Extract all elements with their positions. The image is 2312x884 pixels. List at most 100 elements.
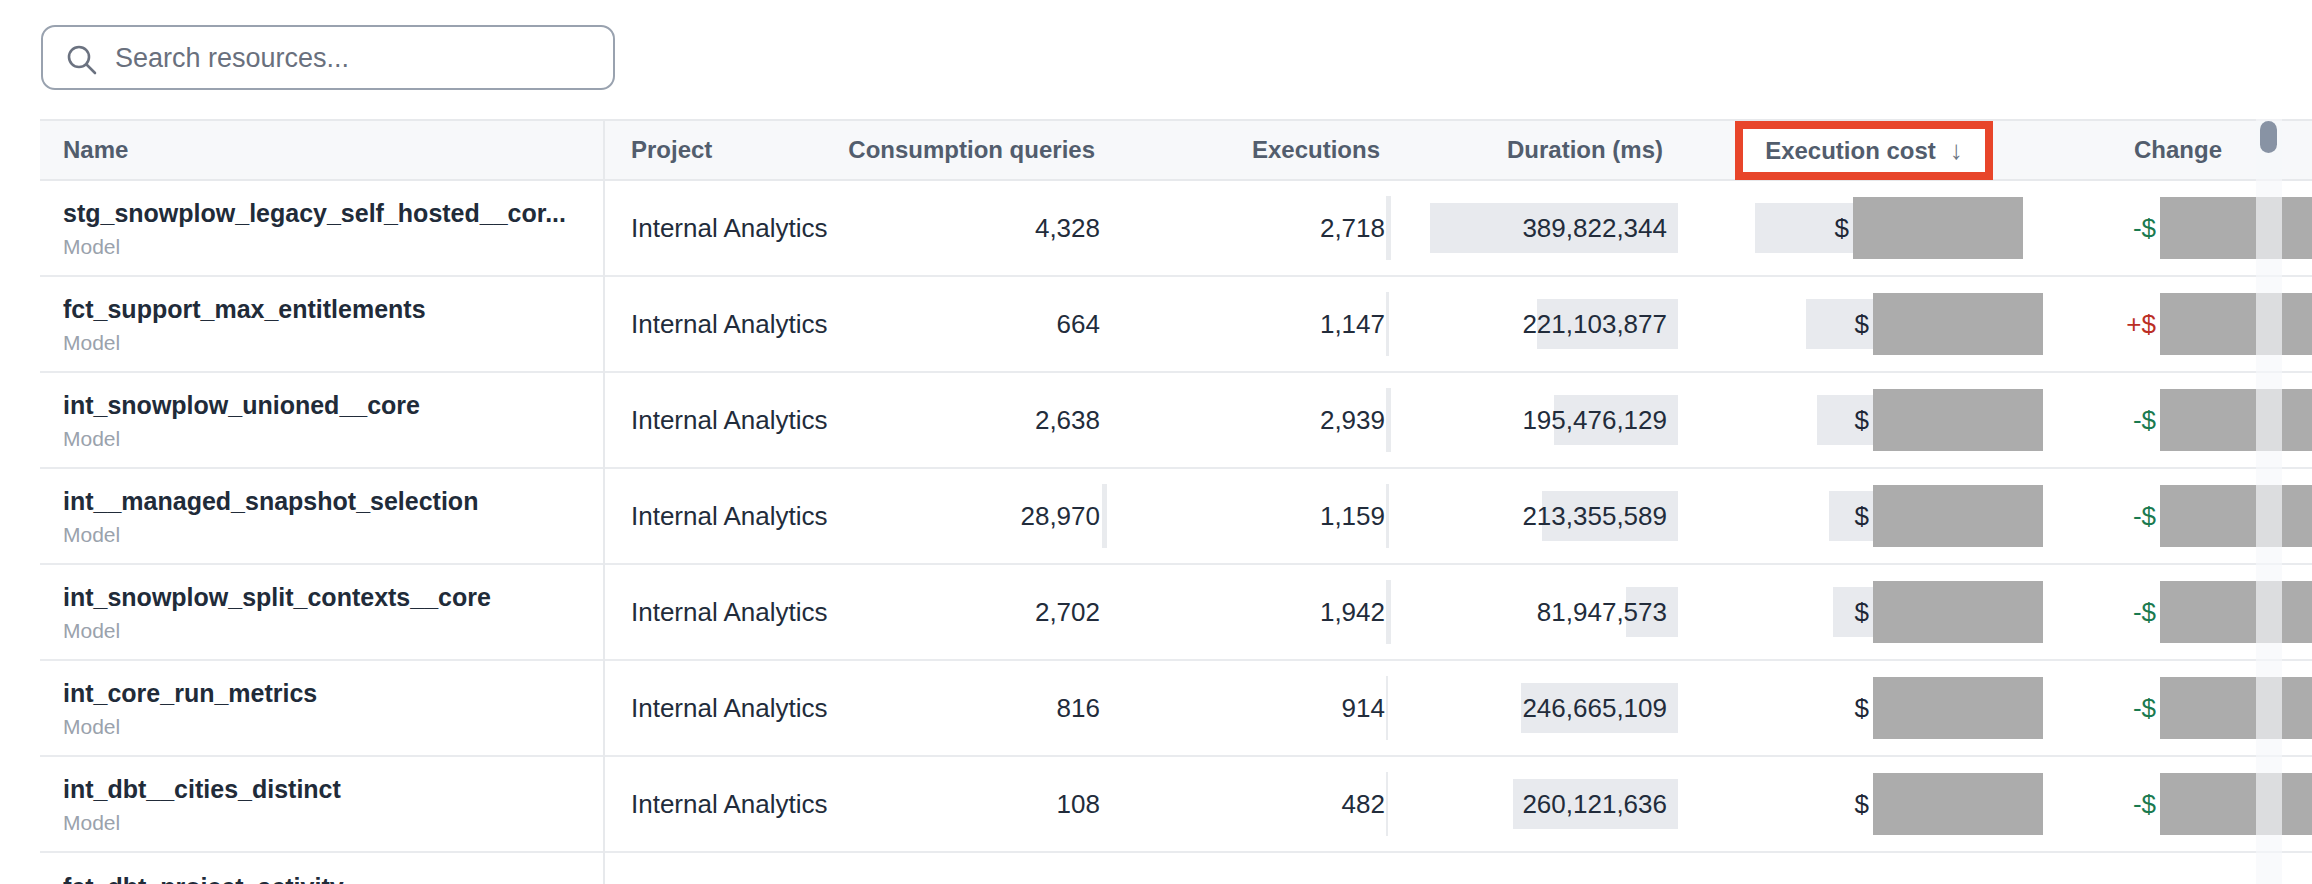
change-prefix: -$ [2133,565,2156,659]
change-prefix: -$ [2133,661,2156,755]
executions-bar [1386,772,1388,836]
resource-name-link[interactable]: int_snowplow_unioned__core [63,391,420,420]
table-row[interactable]: int__managed_snapshot_selection Model In… [40,469,2312,565]
redacted-value [1873,293,2043,355]
executions-bar [1386,484,1389,548]
execution-cost-currency: $ [1855,277,1869,371]
table-row[interactable]: int_snowplow_split_contexts__core Model … [40,565,2312,661]
resource-name-cell: int_snowplow_unioned__core Model [63,391,420,451]
executions-cell: 2,939 [1320,373,1385,467]
change-prefix: +$ [2126,277,2156,371]
sort-descending-icon[interactable]: ↓ [1950,135,1963,166]
table-row[interactable]: stg_snowplow_legacy_self_hosted__cor... … [40,181,2312,277]
col-header-duration[interactable]: Duration (ms) [1507,121,1663,179]
col-header-project[interactable]: Project [631,121,712,179]
project-cell: Internal Analytics [631,469,828,563]
search-input[interactable] [113,27,597,90]
execution-cost-currency: $ [1855,757,1869,851]
project-cell: Internal Analytics [631,181,828,275]
execution-cost-cell: $ [1663,469,2043,563]
resource-name-cell: fct_support_max_entitlements Model [63,295,426,355]
resource-name-link[interactable]: int_dbt__cities_distinct [63,775,341,804]
project-cell: Internal Analytics [631,565,828,659]
executions-bar [1386,388,1391,452]
resource-name-cell: int_snowplow_split_contexts__core Model [63,583,491,643]
execution-cost-currency: $ [1855,469,1869,563]
resource-type-label: Model [63,619,491,643]
redacted-value [1873,389,2043,451]
resource-name-link[interactable]: fct_dbt_project_activity [63,873,344,884]
project-cell: Internal Analytics [631,757,828,851]
redacted-value [2160,581,2312,643]
col-header-execution-cost[interactable]: Execution cost [1765,137,1936,165]
executions-cell: 482 [1342,757,1385,851]
project-cell: Internal Analytics [631,373,828,467]
duration-cell: 195,476,129 [1522,373,1667,467]
execution-cost-cell: $ [1663,661,2043,755]
consumption-queries-cell: 2,638 [1035,373,1100,467]
redacted-value [2160,485,2312,547]
resource-name-cell: int_dbt__cities_distinct Model [63,775,341,835]
execution-cost-cell: $ [1643,181,2023,275]
column-divider [603,119,605,884]
redacted-value [1873,581,2043,643]
resource-type-label: Model [63,715,317,739]
table-body-partial: fct_dbt_project_activity [40,853,2312,883]
table-body: stg_snowplow_legacy_self_hosted__cor... … [40,181,2312,853]
redacted-value [1853,197,2023,259]
col-header-name[interactable]: Name [63,121,128,179]
resource-type-label: Model [63,331,426,355]
consumption-queries-bar [1102,484,1107,548]
executions-cell: 1,942 [1320,565,1385,659]
executions-cell: 914 [1342,661,1385,755]
redacted-value [2160,293,2312,355]
resource-name-cell: int_core_run_metrics Model [63,679,317,739]
executions-cell: 1,147 [1320,277,1385,371]
col-header-change[interactable]: Change [2134,121,2222,179]
table-row[interactable]: fct_dbt_project_activity [40,853,2312,883]
redacted-value [2160,773,2312,835]
consumption-queries-cell: 2,702 [1035,565,1100,659]
change-prefix: -$ [2133,181,2156,275]
redacted-value [2160,197,2312,259]
resource-name-link[interactable]: int_snowplow_split_contexts__core [63,583,491,612]
executions-bar [1386,292,1389,356]
duration-cell: 213,355,589 [1522,469,1667,563]
vertical-scrollbar[interactable] [2256,119,2282,884]
table-row[interactable]: int_dbt__cities_distinct Model Internal … [40,757,2312,853]
consumption-queries-cell: 108 [1057,757,1100,851]
table-row[interactable]: fct_support_max_entitlements Model Inter… [40,277,2312,373]
consumption-queries-cell: 664 [1057,277,1100,371]
resource-name-link[interactable]: fct_support_max_entitlements [63,295,426,324]
search-box[interactable] [41,25,615,90]
search-icon [65,43,99,77]
resource-name-cell: stg_snowplow_legacy_self_hosted__cor... … [63,199,566,259]
duration-cell: 81,947,573 [1537,565,1667,659]
redacted-value [1873,773,2043,835]
execution-cost-cell: $ [1663,277,2043,371]
redacted-value [1873,677,2043,739]
resource-type-label: Model [63,811,341,835]
resource-name-link[interactable]: int_core_run_metrics [63,679,317,708]
duration-cell: 260,121,636 [1522,757,1667,851]
resource-name-link[interactable]: int__managed_snapshot_selection [63,487,478,516]
resource-type-label: Model [63,427,420,451]
redacted-value [1873,485,2043,547]
col-header-executions[interactable]: Executions [1252,121,1380,179]
execution-cost-cell: $ [1663,565,2043,659]
change-prefix: -$ [2133,373,2156,467]
table-row[interactable]: int_core_run_metrics Model Internal Anal… [40,661,2312,757]
resource-type-label: Model [63,235,566,259]
table-row[interactable]: int_snowplow_unioned__core Model Interna… [40,373,2312,469]
duration-cell: 246,665,109 [1522,661,1667,755]
redacted-value [2160,389,2312,451]
col-header-consumption-queries[interactable]: Consumption queries [848,121,1095,179]
resource-type-label: Model [63,523,478,547]
resource-name-link[interactable]: stg_snowplow_legacy_self_hosted__cor... [63,199,566,228]
resources-page: Name Project Consumption queries Executi… [0,0,2312,884]
executions-cell: 2,718 [1320,181,1385,275]
duration-cell: 389,822,344 [1522,181,1667,275]
consumption-queries-cell: 28,970 [1020,469,1100,563]
scrollbar-thumb[interactable] [2260,121,2277,153]
project-cell: Internal Analytics [631,661,828,755]
